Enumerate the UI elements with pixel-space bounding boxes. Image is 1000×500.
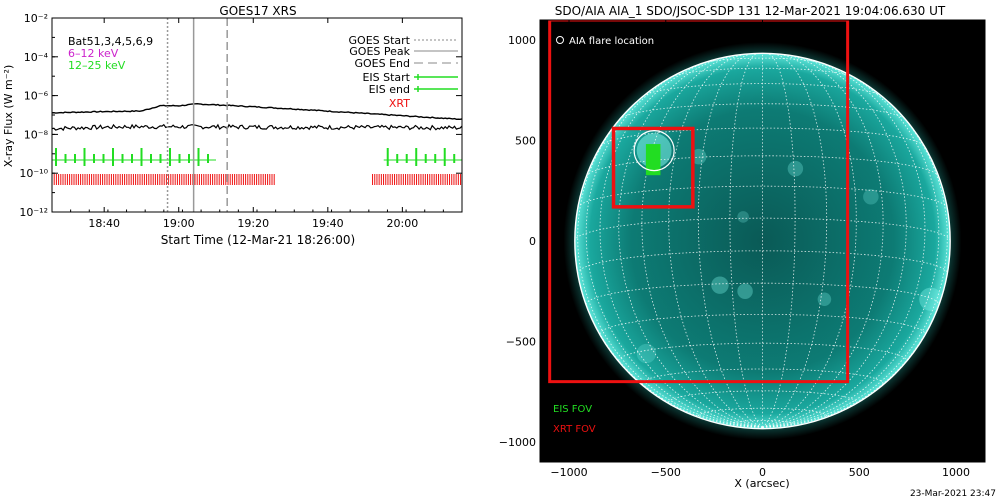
latitude-line <box>618 342 907 361</box>
longitude-line <box>762 87 948 428</box>
longitude-line <box>585 63 763 428</box>
aia-solar-limb <box>574 52 951 430</box>
goes-panel: GOES17 XRS 18:40 19:00 19:20 19:40 20:00 10⁻… <box>2 4 463 247</box>
aia-bright-region <box>737 211 749 223</box>
aia-flare-location-marker <box>633 129 675 172</box>
y-tick-label: 10⁻⁸ <box>24 128 49 141</box>
latitude-line <box>671 67 854 78</box>
x-tick-label: −1000 <box>550 466 587 479</box>
longitude-line <box>697 53 763 428</box>
aia-bright-region <box>919 287 943 311</box>
y-tick-label: −1000 <box>499 436 536 449</box>
longitude-line <box>762 54 884 428</box>
goes-x-label: Start Time (12-Mar-21 18:26:00) <box>161 233 355 247</box>
aia-legend-xrt: XRT FOV <box>553 424 596 435</box>
longitude-line <box>729 53 763 428</box>
aia-bright-region <box>690 148 707 165</box>
xrt-fov-small <box>611 126 695 209</box>
latitude-line <box>577 250 948 274</box>
y-tick-label: 10⁻⁶ <box>24 90 49 103</box>
x-tick-label: 500 <box>849 466 870 479</box>
series-line-6-12kev <box>51 102 463 121</box>
aia-bright-region <box>636 343 657 364</box>
legend-event-label: GOES End <box>354 57 410 70</box>
aia-bright-region <box>817 292 832 307</box>
goes-y-label: X-ray Flux (W m⁻²) <box>2 65 15 167</box>
latitude-line <box>641 368 884 384</box>
goes-xrt-marks <box>51 174 462 185</box>
aia-bright-region <box>711 276 729 294</box>
longitude-line <box>618 55 763 428</box>
legend-event-label: GOES Peak <box>349 45 410 58</box>
longitude-line <box>762 53 828 428</box>
aia-bright-region <box>787 160 804 177</box>
x-tick-label: 0 <box>759 466 766 479</box>
footer-timestamp: 23-Mar-2021 23:47 <box>910 489 996 499</box>
x-tick-label: 19:20 <box>237 217 269 230</box>
x-tick-label: 18:40 <box>88 217 120 230</box>
longitude-line <box>574 240 763 428</box>
legend-event-label: GOES Start <box>349 34 411 47</box>
aia-flare-legend-label: AIA flare location <box>569 36 654 47</box>
aia-legend-eis: EIS FOV <box>553 404 592 415</box>
aia-bright-region <box>737 283 753 299</box>
y-tick-label: 10⁻¹² <box>19 206 48 219</box>
longitude-line <box>599 57 763 428</box>
latitude-line <box>585 282 940 305</box>
aia-x-label: X (arcsec) <box>734 477 789 490</box>
x-tick-label: −500 <box>651 466 681 479</box>
series-line-12-25kev <box>51 123 463 132</box>
aia-heliographic-grid <box>574 53 951 428</box>
longitude-line <box>577 87 763 428</box>
y-tick-label: 10⁻⁴ <box>24 51 49 64</box>
x-tick-label: 19:40 <box>312 217 344 230</box>
goes-x-ticks: 18:40 19:00 19:20 19:40 20:00 <box>51 18 463 230</box>
legend-event-label: XRT <box>389 97 410 110</box>
aia-y-ticks: −1000 −500 0 500 1000 <box>499 34 985 449</box>
goes-eis-marks <box>52 148 462 166</box>
legend-event-label: EIS Start <box>362 71 410 84</box>
aia-panel: SDO/AIA AIA_1 SDO/JSOC-SDP 131 12-Mar-20… <box>499 4 996 499</box>
aia-x-ticks: −1000 −500 0 500 1000 <box>550 20 970 479</box>
y-tick-label: −500 <box>506 335 536 348</box>
x-tick-label: 1000 <box>942 466 970 479</box>
aia-bright-region <box>863 189 879 205</box>
aia-flare-legend-icon <box>556 36 564 44</box>
y-tick-label: 10⁻² <box>24 12 48 25</box>
longitude-line <box>762 53 796 428</box>
goes-title: GOES17 XRS <box>219 4 296 18</box>
y-tick-label: 1000 <box>508 34 536 47</box>
aia-title: SDO/AIA AIA_1 SDO/JSOC-SDP 131 12-Mar-20… <box>555 4 946 18</box>
longitude-line <box>762 240 951 428</box>
latitude-line <box>619 103 906 120</box>
longitude-line <box>762 55 907 428</box>
legend-band-high: 12–25 keV <box>68 59 126 72</box>
y-tick-label: 0 <box>529 235 536 248</box>
legend-band-low: 6–12 keV <box>68 47 119 60</box>
x-tick-label: 19:00 <box>163 217 195 230</box>
y-tick-label: 500 <box>515 135 536 148</box>
longitude-line <box>668 53 763 428</box>
xrt-fov-large <box>548 20 850 384</box>
legend-event-label: EIS end <box>369 83 410 96</box>
longitude-line <box>762 63 940 428</box>
latitude-line <box>600 127 925 147</box>
eis-fov <box>645 144 661 176</box>
longitude-line <box>641 54 763 428</box>
longitude-line <box>762 57 926 428</box>
longitude-line <box>762 53 857 428</box>
latitude-line <box>702 57 823 64</box>
y-tick-label: 10⁻¹⁰ <box>19 167 48 180</box>
goes-y-ticks: 10⁻¹² 10⁻¹⁰ 10⁻⁸ 10⁻⁶ 10⁻⁴ 10⁻² <box>19 12 462 219</box>
x-tick-label: 20:00 <box>387 217 419 230</box>
legend-band-overlap: Bat51,3,4,5,6,9 <box>68 35 153 48</box>
